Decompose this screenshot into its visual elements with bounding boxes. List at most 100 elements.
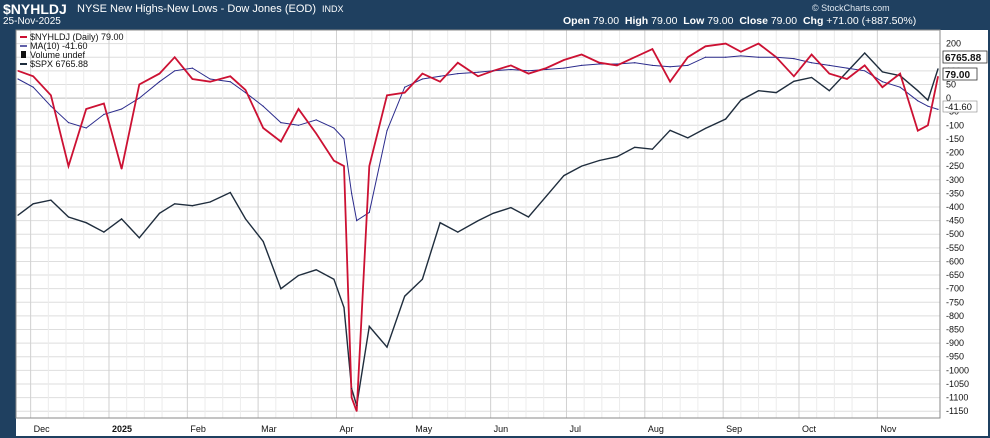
data-point-nyhl xyxy=(404,92,406,94)
x-tick-label: Jul xyxy=(569,424,581,434)
data-point-nyhl xyxy=(50,94,52,96)
y-tick-label: -700 xyxy=(946,284,964,294)
data-point-nyhl xyxy=(651,48,654,50)
data-point-nyhl xyxy=(757,43,760,45)
data-point-ma xyxy=(67,122,70,124)
data-point-ma xyxy=(17,78,19,80)
data-point-nyhl xyxy=(138,83,140,86)
data-point-spx xyxy=(297,274,300,277)
data-point-nyhl xyxy=(315,132,317,135)
chart-date: 25-Nov-2025 xyxy=(3,16,61,27)
data-point-nyhl xyxy=(598,62,600,64)
data-point-ma xyxy=(527,70,530,72)
data-point-ma xyxy=(581,64,583,66)
data-point-ma xyxy=(669,66,671,68)
data-point-ma xyxy=(477,71,479,73)
series-line-spx xyxy=(17,51,939,406)
data-point-nyhl xyxy=(244,89,247,91)
data-point-spx xyxy=(457,231,459,233)
data-point-spx xyxy=(32,203,34,205)
data-point-nyhl xyxy=(457,62,459,64)
data-point-spx xyxy=(158,212,161,214)
badge-last: 79.00 xyxy=(942,67,978,81)
data-point-ma xyxy=(404,86,406,88)
x-tick-label: Dec xyxy=(34,424,51,434)
y-tick-label: -850 xyxy=(946,325,964,335)
data-point-spx xyxy=(50,199,52,201)
y-tick-label: -1100 xyxy=(946,393,968,403)
data-point-ma xyxy=(492,70,494,72)
data-point-ma xyxy=(881,81,884,83)
y-tick-label: -300 xyxy=(946,175,964,185)
data-point-ma xyxy=(297,124,300,126)
plot-area xyxy=(16,30,940,418)
data-point-ma xyxy=(811,62,813,64)
data-point-spx xyxy=(740,99,742,101)
data-point-nyhl xyxy=(343,165,345,167)
data-point-nyhl xyxy=(439,81,441,83)
data-point-spx xyxy=(368,325,370,327)
data-point-ma xyxy=(333,127,335,129)
data-point-ma xyxy=(85,127,87,129)
data-point-ma xyxy=(687,64,689,66)
data-point-ma xyxy=(757,56,760,58)
data-point-nyhl xyxy=(899,73,901,75)
y-tick-label: -150 xyxy=(946,134,964,144)
data-point-nyhl xyxy=(191,78,193,80)
badge-ma: -41.60 xyxy=(942,100,978,113)
data-point-nyhl xyxy=(917,130,919,132)
data-point-nyhl xyxy=(67,165,70,167)
data-point-nyhl xyxy=(927,124,929,126)
high-label: High xyxy=(624,15,649,27)
data-point-nyhl xyxy=(262,127,264,129)
x-tick-label: Sep xyxy=(726,424,742,434)
high-value: 79.00 xyxy=(651,15,678,27)
data-point-ma xyxy=(244,92,247,94)
data-point-ma xyxy=(927,105,929,107)
data-point-ma xyxy=(280,122,282,124)
data-point-nyhl xyxy=(229,75,231,77)
y-axis-panel xyxy=(940,30,988,418)
data-point-ma xyxy=(775,56,777,58)
open-label: Open xyxy=(563,15,590,27)
data-point-spx xyxy=(510,207,512,209)
data-point-spx xyxy=(244,218,247,220)
data-point-ma xyxy=(351,192,353,194)
data-point-ma xyxy=(262,105,264,107)
data-point-nyhl xyxy=(386,94,388,96)
data-point-spx xyxy=(229,191,231,194)
data-point-spx xyxy=(404,295,406,297)
data-point-spx xyxy=(937,68,939,70)
data-point-spx xyxy=(725,118,727,120)
data-point-spx xyxy=(669,129,671,131)
data-point-ma xyxy=(740,55,742,57)
data-point-ma xyxy=(828,64,830,66)
data-point-ma xyxy=(937,108,939,110)
y-tick-label: -1000 xyxy=(946,365,969,375)
data-point-ma xyxy=(545,68,547,71)
data-point-ma xyxy=(704,56,707,58)
data-point-spx xyxy=(828,90,830,92)
data-point-ma xyxy=(421,78,423,80)
y-tick-label: -1150 xyxy=(946,406,968,416)
data-point-nyhl xyxy=(209,81,211,83)
y-tick-label: -650 xyxy=(946,270,964,280)
data-point-spx xyxy=(687,137,689,139)
data-point-ma xyxy=(103,113,105,115)
ohlc-readout: Open 79.00 High 79.00 Low 79.00 Close 79… xyxy=(563,15,916,27)
data-point-nyhl xyxy=(563,59,565,61)
y-tick-label: -350 xyxy=(946,188,964,198)
data-point-spx xyxy=(899,75,901,77)
close-value: 79.00 xyxy=(770,15,798,27)
data-point-spx xyxy=(439,222,441,224)
x-tick-label: Oct xyxy=(802,424,817,434)
x-tick-label: Nov xyxy=(880,424,897,434)
x-tick-label: Jun xyxy=(494,424,509,434)
data-point-spx xyxy=(775,92,777,94)
data-point-ma xyxy=(899,86,901,88)
legend-swatch-volume xyxy=(21,51,26,58)
data-point-nyhl xyxy=(333,160,335,162)
data-point-ma xyxy=(368,211,370,213)
data-point-spx xyxy=(343,306,345,309)
